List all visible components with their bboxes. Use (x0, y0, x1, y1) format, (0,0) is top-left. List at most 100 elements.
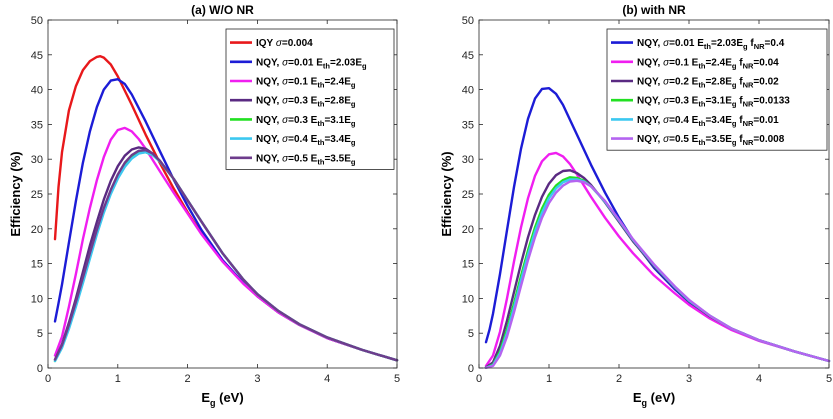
chart-b-legend-text-part: σ (663, 38, 670, 49)
chart-b-y-tick-label: 15 (462, 259, 474, 271)
chart-b-legend-text-part: =0.1 E (669, 57, 699, 68)
chart-a-legend-text-part: σ (282, 96, 289, 107)
chart-b-x-tick-label: 1 (546, 373, 552, 385)
chart-a-legend-text-part: NQY, (256, 134, 282, 145)
chart-a-legend-text-part: NQY, (256, 77, 282, 88)
chart-a-x-tick-label: 1 (115, 373, 121, 385)
chart-b-legend-text-part: NR (754, 42, 765, 51)
chart-b-legend-text-part: th (698, 61, 705, 70)
chart-a-x-axis-label: Eg (eV) (201, 390, 243, 408)
chart-a-y-tick-label: 10 (31, 293, 43, 305)
chart-a-x-tick-label: 5 (394, 373, 400, 385)
chart-b-y-axis-label: Efficiency (%) (439, 151, 454, 236)
chart-b-legend-text-part: NQY, (637, 57, 663, 68)
chart-b-y-tick-label: 10 (462, 293, 474, 305)
chart-a-x-tick-label: 0 (45, 373, 51, 385)
chart-b-legend-text-part: NR (743, 138, 754, 147)
chart-a-legend-text-part: NQY, (256, 115, 282, 126)
chart-b-legend-text-part: σ (663, 57, 670, 68)
chart-a-legend-text-part: g (351, 138, 356, 147)
chart-b-legend-entry-2: NQY, σ=0.1 Eth=2.4Eg fNR=0.04 (637, 57, 779, 70)
chart-a-legend-entry-7: NQY, σ=0.5 Eth=3.5Eg (256, 153, 356, 166)
chart-a-legend-entry-4: NQY, σ=0.3 Eth=2.8Eg (256, 96, 356, 109)
chart-b-legend-entry-6: NQY, σ=0.5 Eth=3.5Eg fNR=0.008 (637, 134, 785, 147)
chart-b-legend-text-part: g (732, 119, 737, 128)
chart-a-x-axis-label-unit: (eV) (216, 390, 244, 405)
chart-b-legend-text-part: =3.4E (705, 115, 732, 126)
chart-b-legend-entry-4: NQY, σ=0.3 Eth=3.1Eg fNR=0.0133 (637, 96, 790, 109)
chart-b-legend-text-part: th (698, 81, 705, 90)
chart-a-legend-text-part: g (351, 100, 356, 109)
chart-a-y-tick-label: 25 (31, 189, 43, 201)
chart-b-legend-text-part: th (698, 138, 705, 147)
chart-b-y-tick-label: 0 (468, 363, 474, 375)
chart-a-legend-entry-2: NQY, σ=0.01 Eth=2.03Eg (256, 57, 367, 70)
chart-a-y-tick-label: 35 (31, 119, 43, 131)
chart-b-legend-text-part: g (743, 42, 748, 51)
chart-b-legend-text-part: σ (663, 115, 670, 126)
chart-b-y-tick-label: 5 (468, 328, 474, 340)
chart-b-legend-text-part: NQY, (637, 38, 663, 49)
chart-b-legend-text-part: =2.03E (711, 38, 743, 49)
chart-b-legend-entry-5: NQY, σ=0.4 Eth=3.4Eg fNR=0.01 (637, 115, 779, 128)
chart-b-legend-text-part: =0.4 E (669, 115, 699, 126)
chart-a-x-tick-label: 3 (254, 373, 260, 385)
chart-b-legend-text-part: =0.3 E (669, 96, 699, 107)
chart-a-legend-text-part: σ (282, 115, 289, 126)
chart-a-legend-text-part: g (362, 61, 367, 70)
chart-b-legend-text-part: σ (663, 134, 670, 145)
chart-a-legend-text-part: =0.3 E (288, 115, 318, 126)
chart-a-y-tick-label: 0 (37, 363, 43, 375)
chart-a-legend-text-part: g (351, 157, 356, 166)
chart-a-legend-text-part: th (317, 100, 324, 109)
chart-b-y-tick-label: 50 (462, 15, 474, 27)
chart-a-legend-entry-5: NQY, σ=0.3 Eth=3.1Eg (256, 115, 356, 128)
chart-a-legend-text-part: =3.1E (324, 115, 351, 126)
chart-b-x-tick-label: 4 (756, 373, 762, 385)
chart-b-x-axis-label-main: E (633, 390, 642, 405)
chart-b-legend-text-part: f (736, 57, 743, 68)
chart-b-legend-text-part: th (704, 42, 711, 51)
chart-a-legend-text-part: th (323, 61, 330, 70)
chart-b-legend-text-part: =0.02 (753, 77, 779, 88)
chart-a-y-tick-label: 30 (31, 154, 43, 166)
chart-a-legend-text-part: =2.8E (324, 96, 351, 107)
chart-a-y-tick-label: 50 (31, 15, 43, 27)
chart-b-y-tick-label: 40 (462, 85, 474, 97)
chart-b-series-line-2 (484, 151, 831, 368)
chart-b-legend-text-part: f (736, 115, 743, 126)
chart-b-legend (606, 28, 828, 151)
chart-b-x-tick-label: 3 (686, 373, 692, 385)
chart-b-legend-text-part: f (748, 38, 755, 49)
chart-b-legend-text-part: σ (663, 77, 670, 88)
chart-b-legend-text-part: NQY, (637, 96, 663, 107)
chart-a-legend-text-part: th (317, 119, 324, 128)
chart-a-x-tick-label: 4 (324, 373, 330, 385)
chart-b-legend-text-part: σ (663, 96, 670, 107)
chart-a-legend-text-part: σ (282, 153, 289, 164)
chart-b-y-tick-label: 30 (462, 154, 474, 166)
chart-a-legend-text-part: σ (282, 134, 289, 145)
chart-a-legend-text-part: =0.01 E (288, 57, 323, 68)
chart-b-legend-text-part: NR (743, 81, 754, 90)
chart-a-legend-text-part: g (351, 119, 356, 128)
chart-a-legend-text-part: σ (282, 77, 289, 88)
chart-a-legend-text-part: NQY, (256, 57, 282, 68)
chart-a-title: (a) W/O NR (191, 3, 254, 17)
chart-a-y-tick-label: 20 (31, 224, 43, 236)
chart-b-legend-text-part: NR (743, 119, 754, 128)
chart-b-x-tick-label: 0 (476, 373, 482, 385)
chart-a-y-tick-label: 45 (31, 50, 43, 62)
chart-b-y-tick-label: 35 (462, 119, 474, 131)
chart-b-legend-text-part: =0.01 E (669, 38, 704, 49)
chart-b-legend-text-part: =0.2 E (669, 77, 699, 88)
chart-a-legend-text-part: =0.004 (282, 38, 313, 49)
chart-b-legend-text-part: =3.1E (705, 96, 732, 107)
chart-b-legend-text-part: f (736, 77, 743, 88)
chart-b-legend-text-part: NR (743, 100, 754, 109)
chart-b-legend-text-part: th (698, 119, 705, 128)
chart-b-legend-text-part: NQY, (637, 115, 663, 126)
chart-b-legend-text-part: =0.0133 (753, 96, 790, 107)
chart-a-legend-text-part: th (317, 157, 324, 166)
